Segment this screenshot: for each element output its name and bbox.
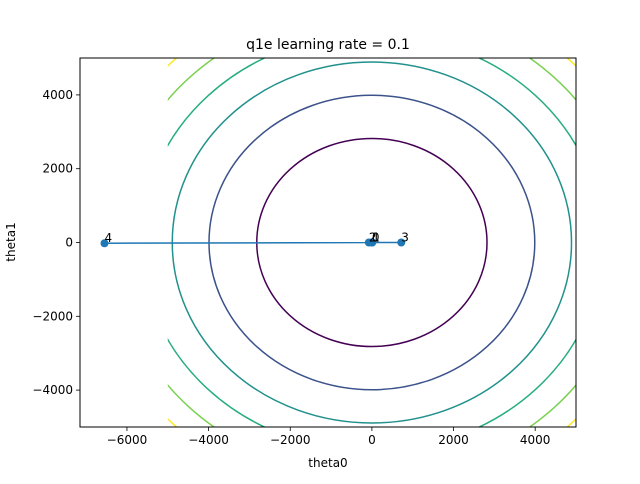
chart-title: q1e learning rate = 0.1 — [246, 37, 410, 53]
x-tick-label: −4000 — [188, 433, 229, 447]
point-label-2: 2 — [369, 231, 377, 245]
path-point-2 — [364, 238, 373, 247]
y-axis-label: theta1 — [4, 222, 18, 261]
point-label-3: 3 — [401, 231, 409, 245]
path-point-4 — [100, 239, 109, 248]
y-tick-label: −4000 — [32, 383, 73, 397]
path-point-3 — [397, 238, 406, 247]
y-axis: −4000 −2000 0 2000 4000 — [32, 88, 80, 397]
y-tick-label: 0 — [65, 236, 73, 250]
x-tick-label: −6000 — [107, 433, 148, 447]
point-label-4: 4 — [104, 231, 112, 245]
y-tick-label: 4000 — [42, 88, 73, 102]
gradient-descent-path — [100, 238, 406, 248]
x-tick-label: 0 — [368, 433, 376, 447]
x-tick-label: −2000 — [270, 433, 311, 447]
contour-lines — [167, 58, 576, 427]
point-label-0: 0 — [372, 231, 380, 245]
path-line — [104, 241, 402, 244]
x-tick-label: 2000 — [438, 433, 469, 447]
y-tick-label: −2000 — [32, 309, 73, 323]
x-axis-label: theta0 — [308, 456, 347, 470]
x-axis: −6000 −4000 −2000 0 2000 4000 — [107, 427, 551, 447]
y-tick-label: 2000 — [42, 162, 73, 176]
point-label-1: 1 — [372, 231, 380, 245]
x-tick-label: 4000 — [520, 433, 551, 447]
